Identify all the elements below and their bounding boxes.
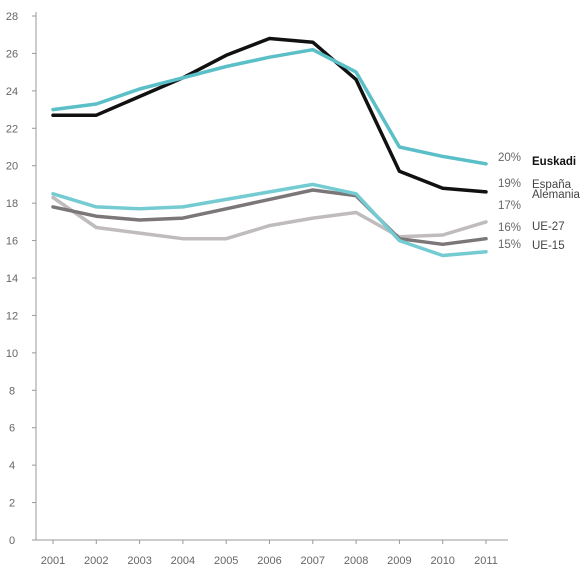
end-value-ue-15: 15% [498,239,521,251]
y-tick-label: 26 [6,48,18,60]
end-name-alemania: Alemania [532,189,581,201]
y-tick-label: 4 [9,460,15,472]
y-tick-label: 20 [6,161,18,173]
x-tick-label: 2003 [127,555,151,567]
end-value-ue-27: 16% [498,222,521,234]
x-tick-label: 2007 [301,555,325,567]
y-tick-label: 6 [9,423,15,435]
x-tick-label: 2005 [214,555,238,567]
y-tick-label: 2 [9,498,15,510]
y-tick-label: 16 [6,236,18,248]
end-value-espa-a: 19% [498,178,521,190]
y-tick-label: 8 [9,385,15,397]
y-tick-label: 18 [6,198,18,210]
x-tick-label: 2008 [344,555,368,567]
end-name-ue-27: UE-27 [532,221,565,233]
series-line-alemania [51,195,488,241]
series-line-ue-15 [51,182,488,258]
series-line-euskadi [51,47,488,166]
y-tick-label: 22 [6,123,18,135]
end-labels: 20% Euskadi 19% España 17% Alemania 16% UE-27 15… [498,152,581,252]
series-line-espa-a [51,36,488,194]
x-tick-label: 2004 [171,555,195,567]
x-tick-label: 2001 [41,555,65,567]
end-value-alemania: 17% [498,200,521,212]
y-tick-label: 10 [6,348,18,360]
y-tick-label: 14 [6,273,18,285]
end-name-ue-15: UE-15 [532,240,565,252]
x-tick-label: 2011 [474,555,498,567]
y-tick-label: 28 [6,11,18,23]
end-name-euskadi: Euskadi [532,156,576,168]
series-line-ue-27 [51,188,488,247]
series-lines [51,36,488,258]
x-tick-label: 2006 [257,555,281,567]
x-tick-label: 2010 [430,555,454,567]
end-value-euskadi: 20% [498,152,521,164]
x-tick-label: 2002 [84,555,108,567]
y-tick-label: 24 [6,86,18,98]
end-name-espa-a: España [532,179,572,191]
y-tick-label: 0 [9,535,15,547]
x-tick-label: 2009 [387,555,411,567]
y-tick-label: 12 [6,310,18,322]
